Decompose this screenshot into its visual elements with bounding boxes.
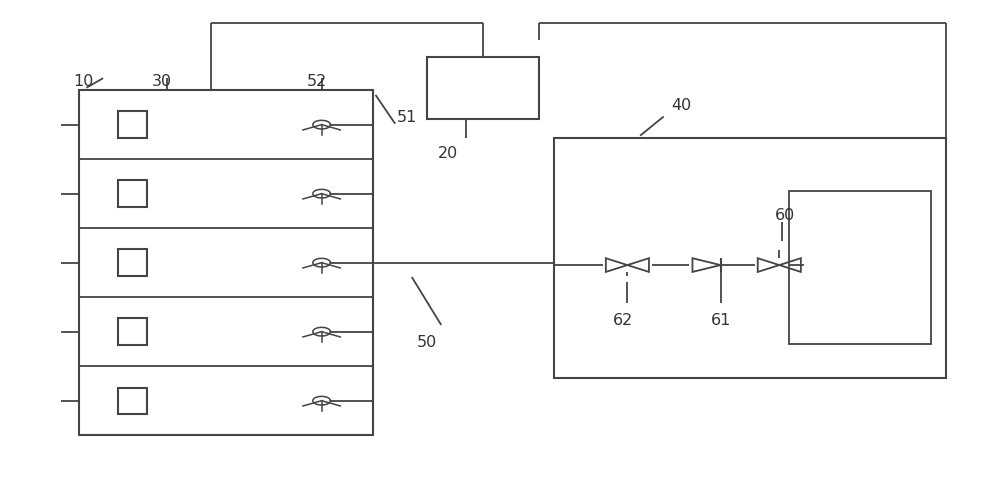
Bar bbox=[118, 250, 147, 276]
Bar bbox=[79, 91, 373, 435]
Bar bbox=[118, 112, 147, 139]
Bar bbox=[118, 181, 147, 207]
Text: 51: 51 bbox=[397, 109, 417, 124]
Text: 50: 50 bbox=[417, 334, 437, 349]
Text: 40: 40 bbox=[672, 98, 692, 113]
Bar bbox=[554, 139, 946, 378]
Bar bbox=[118, 387, 147, 414]
Bar bbox=[426, 58, 539, 120]
Text: 60: 60 bbox=[774, 207, 795, 223]
Text: 20: 20 bbox=[438, 145, 458, 160]
Text: 62: 62 bbox=[613, 313, 633, 328]
Text: 10: 10 bbox=[74, 74, 94, 89]
Text: 61: 61 bbox=[711, 313, 731, 328]
Text: 52: 52 bbox=[307, 74, 327, 89]
Text: 30: 30 bbox=[152, 74, 172, 89]
Bar bbox=[118, 319, 147, 345]
Bar bbox=[789, 191, 931, 345]
